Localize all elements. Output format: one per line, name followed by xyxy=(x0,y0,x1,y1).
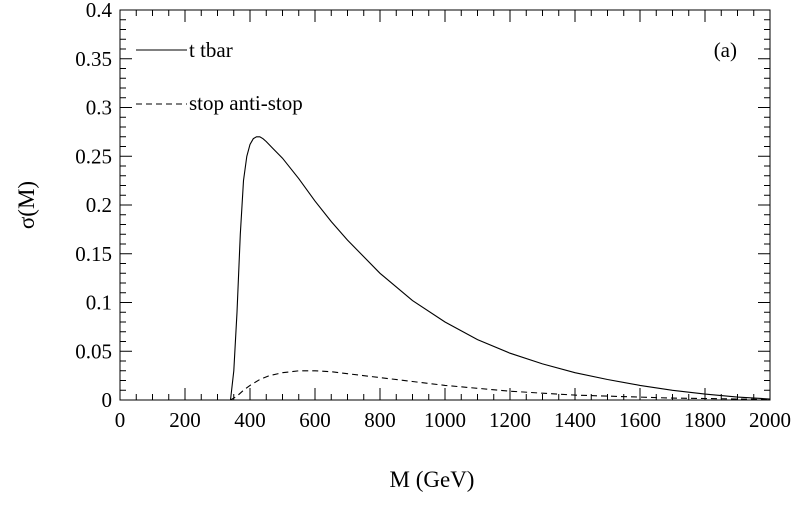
y-tick-label: 0.3 xyxy=(86,96,112,120)
plot-frame xyxy=(119,9,771,401)
x-tick-label: 0 xyxy=(115,408,126,432)
x-tick-label: 200 xyxy=(169,408,201,432)
x-tick-label: 1000 xyxy=(424,408,466,432)
x-tick-label: 1800 xyxy=(684,408,726,432)
x-tick-label: 400 xyxy=(234,408,266,432)
y-tick-label: 0.25 xyxy=(75,144,112,168)
y-tick-label: 0.05 xyxy=(75,339,112,363)
x-tick-label: 2000 xyxy=(749,408,791,432)
x-tick-label: 800 xyxy=(364,408,396,432)
y-tick-label: 0.15 xyxy=(75,242,112,266)
x-tick-label: 1400 xyxy=(554,408,596,432)
y-tick-label: 0.1 xyxy=(86,291,112,315)
y-tick-label: 0 xyxy=(102,388,113,412)
legend-label-t-tbar: t tbar xyxy=(189,38,233,62)
series-lines xyxy=(120,136,771,401)
legend: t tbar stop anti-stop xyxy=(136,38,303,115)
y-tick-label: 0.35 xyxy=(75,47,112,71)
x-tick-label: 1600 xyxy=(619,408,661,432)
series-line-t-tbar xyxy=(120,136,771,401)
legend-label-stop-anti-stop: stop anti-stop xyxy=(189,91,303,115)
x-axis-label: M (GeV) xyxy=(390,467,475,492)
x-tick-label: 1200 xyxy=(489,408,531,432)
axis-ticks xyxy=(119,9,771,401)
tick-labels: 0 200 400 600 800 1000 1200 1400 1600 1800 2000 0 0.… xyxy=(75,0,791,432)
panel-label: (a) xyxy=(714,38,737,62)
y-tick-label: 0.4 xyxy=(86,0,113,22)
y-axis-label: σ(M) xyxy=(14,181,39,229)
y-tick-label: 0.2 xyxy=(86,193,112,217)
series-line-stop-anti-stop xyxy=(120,370,771,401)
x-tick-label: 600 xyxy=(299,408,331,432)
